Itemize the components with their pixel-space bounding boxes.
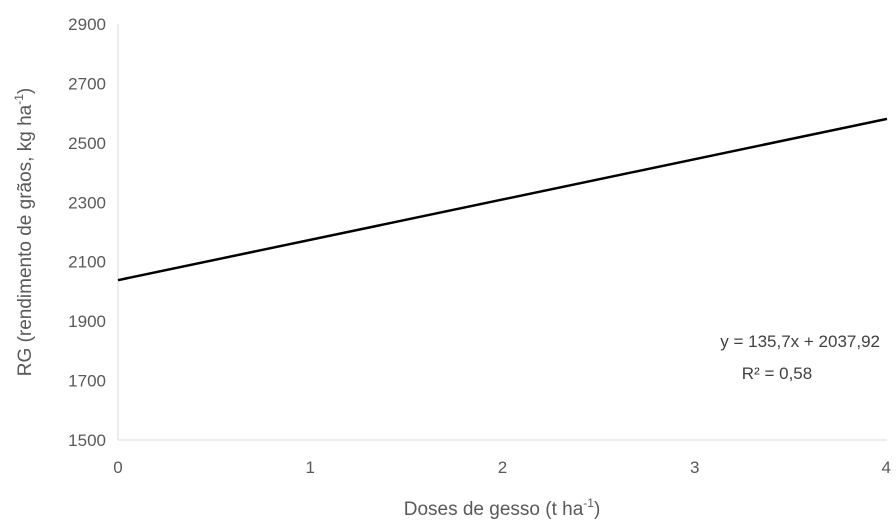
y-tick-label: 2300 [68,193,106,212]
y-tick-label: 2900 [68,15,106,34]
x-tick-label: 2 [498,458,507,477]
x-tick-label: 4 [882,458,891,477]
x-axis-title: Doses de gesso (t ha-1) [404,496,601,520]
y-tick-label: 2700 [68,74,106,93]
y-tick-label: 2500 [68,134,106,153]
equation-label: y = 135,7x + 2037,92 [720,332,880,351]
r-squared-label: R² = 0,58 [742,364,812,383]
x-tick-labels: 0 1 2 3 4 [113,458,891,477]
regression-line [117,117,888,282]
x-tick-label: 0 [113,458,122,477]
y-tick-label: 2100 [68,253,106,272]
x-tick-label: 1 [306,458,315,477]
y-tick-label: 1700 [68,372,106,391]
x-tick-label: 3 [690,458,699,477]
y-tick-labels: 1500 1700 1900 2100 2300 2500 2700 2900 [68,15,106,450]
y-tick-label: 1500 [68,431,106,450]
y-axis-title: RG (rendimento de grãos, kg ha-1) [12,88,36,376]
y-tick-label: 1900 [68,312,106,331]
